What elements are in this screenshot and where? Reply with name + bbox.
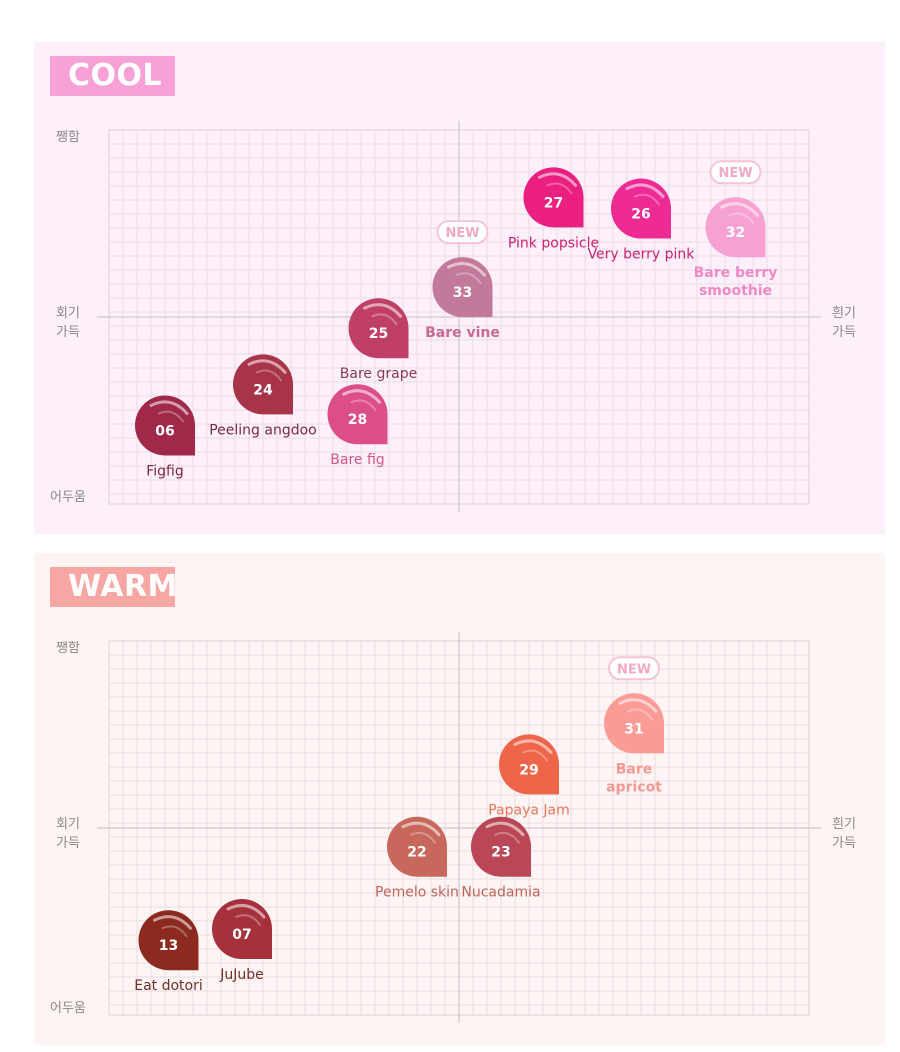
warm-right-axis-label-line1: 흰기: [832, 817, 856, 832]
cool-swatch-number-28: 28: [348, 412, 367, 428]
warm-swatch-name-31: Bare: [616, 761, 653, 777]
warm-swatch-shape-31: [604, 693, 664, 754]
warm-title-badge: WARM: [50, 567, 177, 607]
cool-swatch-number-27: 27: [544, 195, 563, 211]
cool-swatch-name-26: Very berry pink: [588, 247, 696, 263]
cool-swatch-28: 28 Bare fig: [327, 384, 388, 468]
warm-new-badge-31: NEW: [608, 656, 660, 681]
cool-left-axis-label: 회기 가득: [56, 304, 80, 342]
cool-swatch-26: 26 Very berry pink: [588, 178, 696, 263]
cool-chart: 06 Figfig 24 Peeling angdoo 25 Bare grape 28 Ba…: [97, 121, 821, 512]
cool-right-axis-label: 흰기 가득: [832, 304, 856, 342]
warm-swatch-shape-22: [387, 816, 447, 877]
warm-swatch-name-13: Eat dotori: [134, 978, 203, 994]
warm-swatch-name-31-line2: apricot: [606, 779, 662, 795]
cool-swatch-shape-32: [705, 197, 766, 258]
cool-swatch-number-33: 33: [453, 285, 472, 301]
cool-right-axis-label-line1: 흰기: [832, 306, 856, 321]
cool-swatch-33: NEW 33 Bare vine: [425, 220, 500, 341]
cool-swatch-number-25: 25: [369, 326, 388, 342]
warm-swatch-number-29: 29: [519, 762, 538, 778]
cool-swatch-name-28: Bare fig: [330, 452, 384, 468]
warm-swatch-shape-29: [499, 734, 559, 795]
cool-swatch-shape-27: [523, 167, 584, 228]
warm-right-axis-label: 흰기 가득: [832, 815, 856, 853]
warm-swatch-29: 29 Papaya Jam: [488, 734, 570, 818]
warm-swatch-number-07: 07: [232, 927, 251, 943]
warm-swatch-13: 13 Eat dotori: [134, 910, 203, 994]
warm-swatch-31: NEW 31 Bare apricot: [604, 656, 664, 795]
warm-swatch-name-29: Papaya Jam: [488, 802, 570, 818]
cool-title-badge: COOL: [50, 56, 175, 96]
warm-swatch-number-31: 31: [624, 721, 643, 737]
cool-swatch-name-06: Figfig: [146, 463, 184, 479]
warm-swatch-name-23: Nucadamia: [461, 885, 540, 901]
warm-right-axis-label-line2: 가득: [832, 836, 856, 851]
warm-left-axis-label-line1: 회기: [56, 817, 80, 832]
cool-new-badge-32: NEW: [709, 160, 762, 185]
cool-swatch-shape-33: [432, 257, 493, 318]
warm-chart: 13 Eat dotori 07 JuJube 22 Pemelo skin 23 Nucad…: [97, 632, 821, 1023]
warm-swatch-number-13: 13: [159, 938, 178, 954]
cool-top-axis-label: 쨍함: [56, 130, 80, 145]
warm-chart-svg: 13 Eat dotori 07 JuJube 22 Pemelo skin 23 Nucad…: [97, 632, 821, 1023]
cool-new-badge-33: NEW: [436, 220, 489, 245]
cool-left-axis-label-line2: 가득: [56, 325, 80, 340]
svg-text:NEW: NEW: [445, 226, 479, 241]
warm-top-axis-label: 쨍함: [56, 641, 80, 656]
svg-text:NEW: NEW: [617, 662, 651, 677]
warm-swatch-shape-13: [138, 910, 199, 971]
cool-swatch-name-27: Pink popsicle: [508, 235, 599, 251]
cool-swatch-number-32: 32: [726, 225, 745, 241]
warm-swatch-22: 22 Pemelo skin: [375, 816, 459, 901]
warm-panel: WARM 쨍함 회기 가득 흰기 가득 어두움 13 Eat dotori 07 Ju…: [34, 553, 885, 1045]
warm-left-axis-label-line2: 가득: [56, 836, 80, 851]
cool-swatch-shape-26: [611, 178, 671, 239]
warm-bottom-axis-label: 어두움: [50, 1001, 86, 1016]
warm-swatch-number-22: 22: [407, 845, 426, 861]
warm-swatch-number-23: 23: [491, 845, 510, 861]
cool-right-axis-label-line2: 가득: [832, 325, 856, 340]
cool-swatch-shape-25: [348, 298, 409, 359]
cool-swatch-24: 24 Peeling angdoo: [209, 354, 317, 438]
cool-left-axis-label-line1: 회기: [56, 306, 80, 321]
cool-chart-svg: 06 Figfig 24 Peeling angdoo 25 Bare grape 28 Ba…: [97, 121, 821, 512]
cool-swatch-32: NEW 32 Bare berry smoothie: [694, 160, 778, 299]
cool-swatch-number-06: 06: [155, 423, 174, 439]
warm-swatch-shape-23: [471, 816, 531, 877]
cool-swatch-shape-06: [135, 395, 195, 456]
cool-swatch-shape-28: [327, 384, 388, 445]
svg-text:NEW: NEW: [718, 166, 752, 181]
warm-swatch-23: 23 Nucadamia: [461, 816, 541, 901]
cool-swatch-name-24: Peeling angdoo: [209, 422, 317, 438]
cool-swatch-25: 25 Bare grape: [340, 298, 417, 382]
cool-swatch-shape-24: [233, 354, 293, 415]
cool-swatch-name-32: Bare berry: [694, 265, 778, 281]
cool-swatch-name-33: Bare vine: [425, 325, 500, 341]
cool-panel: COOL 쨍함 회기 가득 흰기 가득 어두움 06 Figfig 24 Peelin…: [34, 42, 885, 534]
warm-left-axis-label: 회기 가득: [56, 815, 80, 853]
cool-bottom-axis-label: 어두움: [50, 490, 86, 505]
warm-swatch-shape-07: [212, 898, 272, 959]
cool-swatch-27: 27 Pink popsicle: [508, 167, 599, 251]
cool-swatch-number-26: 26: [631, 207, 650, 223]
warm-swatch-07: 07 JuJube: [212, 898, 272, 983]
warm-center-axes: [97, 632, 821, 1023]
cool-swatch-number-24: 24: [253, 382, 273, 398]
cool-swatch-name-32-line2: smoothie: [699, 283, 772, 299]
cool-swatch-name-25: Bare grape: [340, 366, 417, 382]
warm-swatch-name-22: Pemelo skin: [375, 885, 459, 901]
warm-swatch-name-07: JuJube: [219, 967, 264, 983]
cool-swatch-06: 06 Figfig: [135, 395, 195, 479]
